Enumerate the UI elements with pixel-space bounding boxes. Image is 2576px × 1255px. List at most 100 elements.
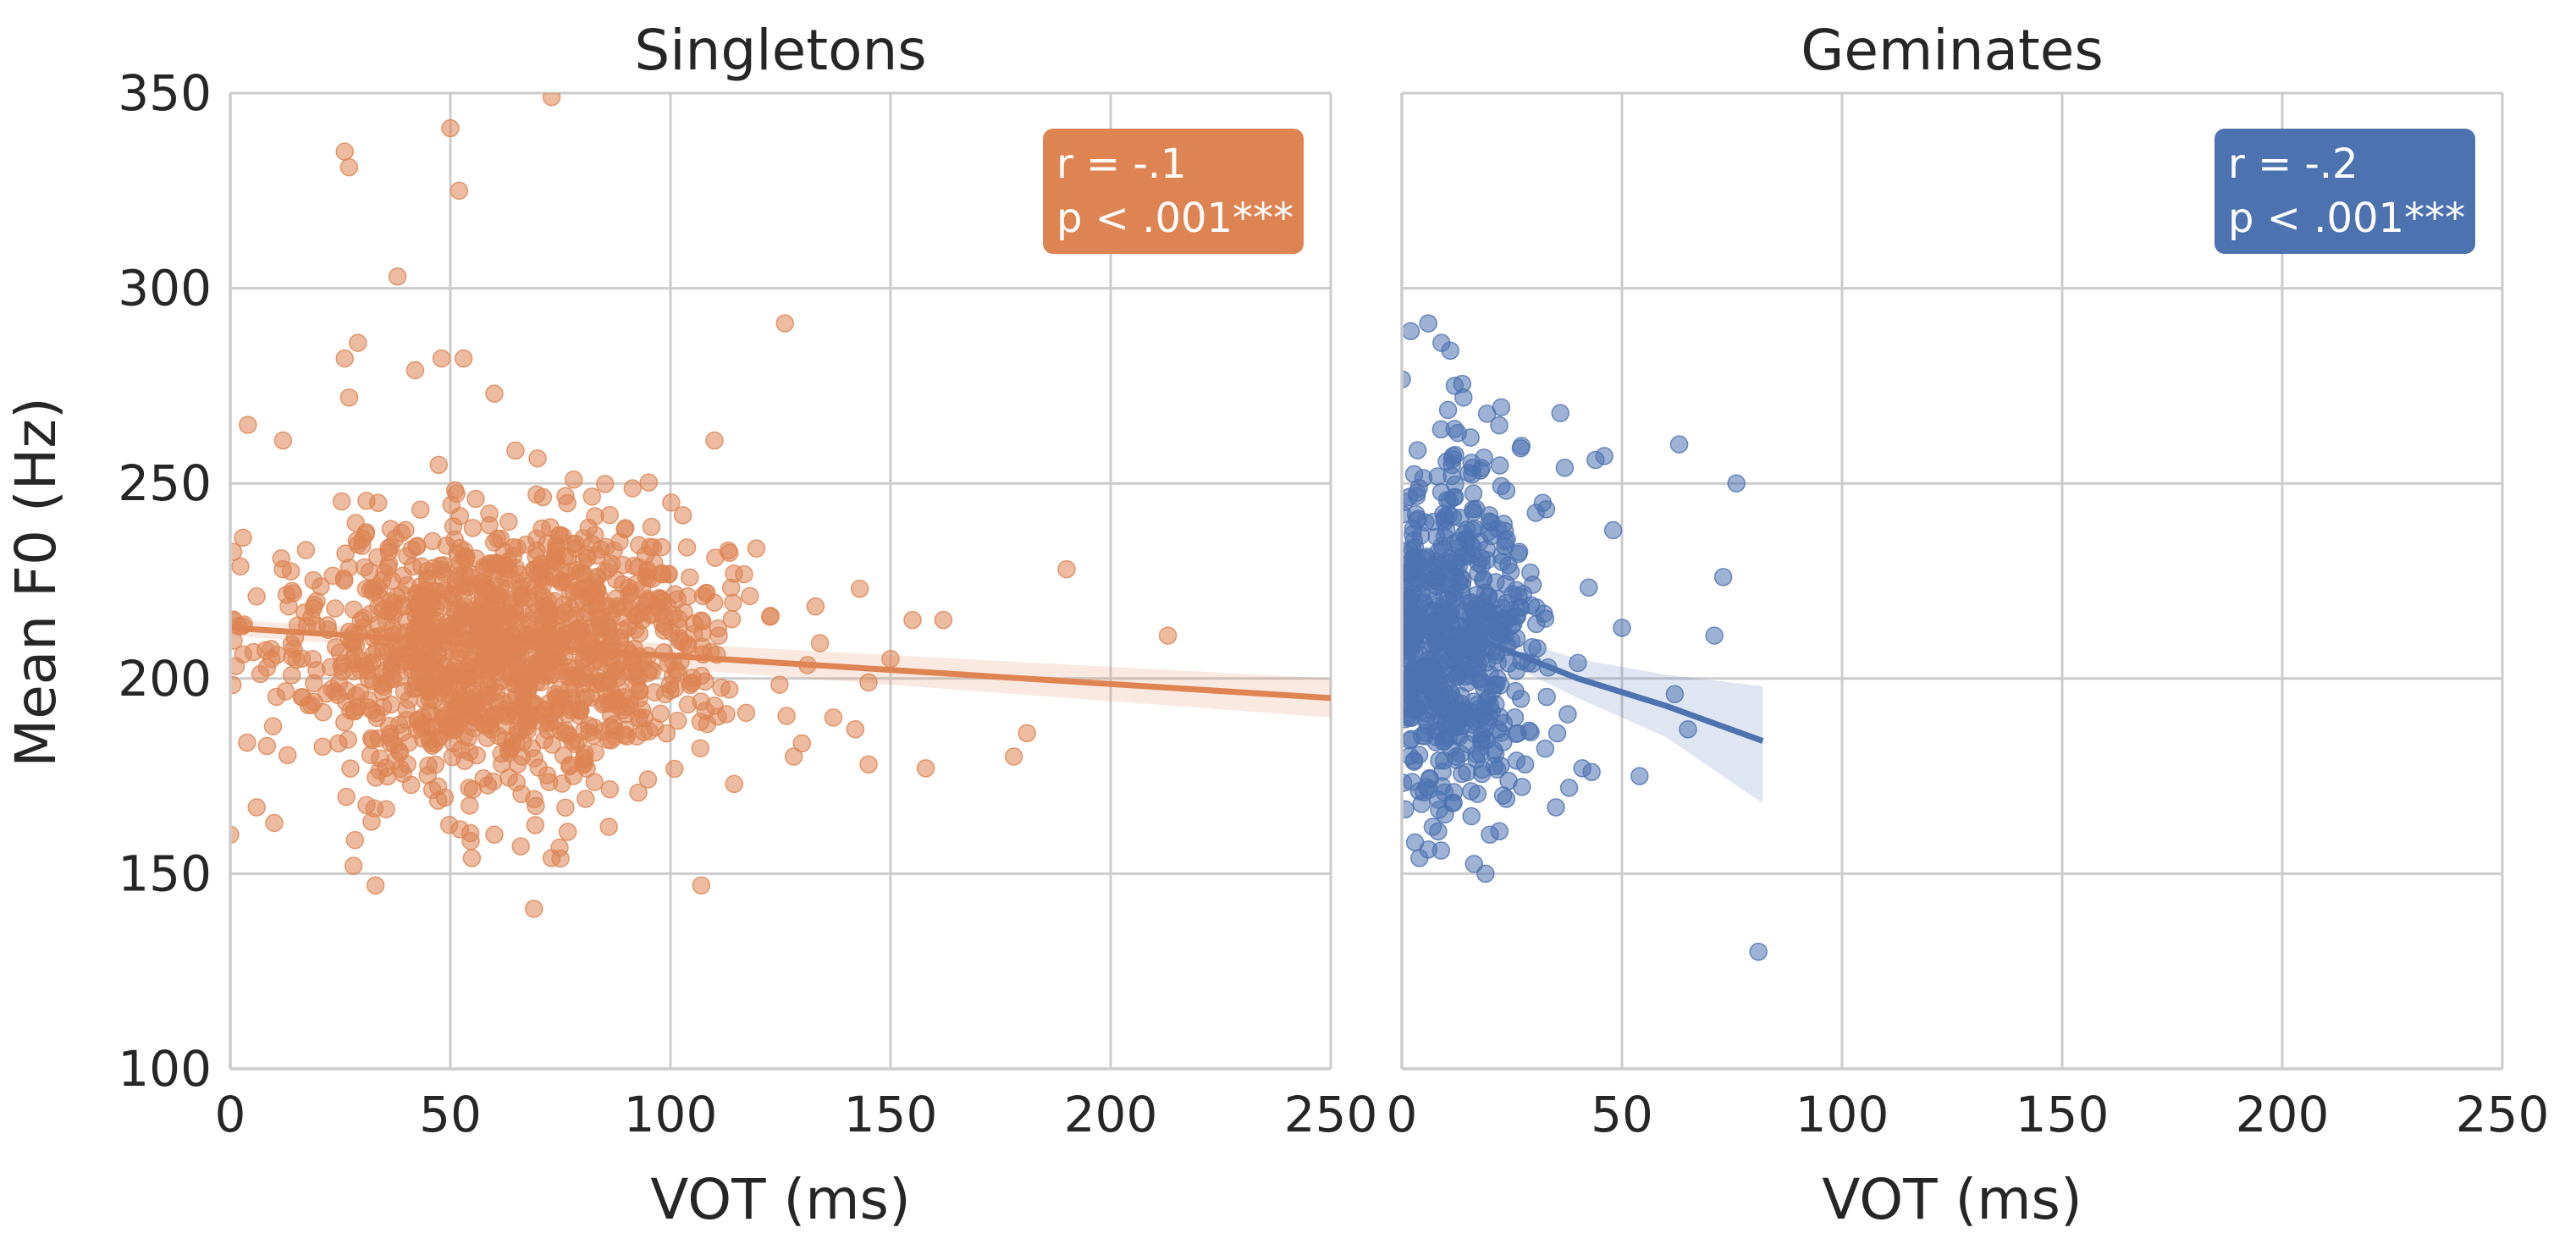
data-point [1442, 684, 1460, 702]
data-point [273, 559, 292, 579]
data-point [846, 720, 865, 739]
data-point [335, 349, 354, 368]
data-point [1669, 435, 1689, 454]
data-point [1429, 641, 1448, 660]
data-point [296, 541, 316, 559]
data-point [1580, 578, 1598, 597]
data-point [367, 704, 386, 723]
data-point [533, 713, 552, 732]
data-point [1511, 438, 1531, 458]
data-point [1559, 779, 1579, 797]
data-point [1453, 707, 1472, 727]
data-point [824, 708, 843, 727]
stats-box [2215, 129, 2475, 254]
data-point [428, 777, 448, 796]
data-point [747, 539, 766, 558]
data-point [307, 592, 326, 611]
data-point [576, 790, 595, 808]
data-point [1454, 388, 1473, 407]
data-point [485, 384, 504, 403]
data-point [461, 796, 479, 815]
data-point [1430, 674, 1448, 693]
data-point [278, 746, 297, 765]
data-point [438, 715, 457, 735]
data-point [1453, 602, 1472, 620]
data-point [1705, 626, 1724, 645]
data-point [705, 431, 724, 450]
data-point [558, 823, 577, 841]
data-point [238, 733, 256, 752]
data-point [367, 768, 385, 787]
tick-labels: 0 50 100 150 200 250 [1387, 1086, 2550, 1143]
data-point [251, 664, 270, 684]
data-point [600, 779, 620, 799]
data-point [480, 515, 499, 535]
data-point [304, 570, 323, 590]
data-point [1521, 596, 1541, 615]
data-point [717, 705, 736, 724]
data-point [525, 900, 543, 918]
data-point [504, 538, 523, 557]
data-point [349, 333, 367, 352]
data-point [239, 416, 257, 434]
data-point [655, 685, 675, 704]
data-point [463, 519, 483, 537]
data-point [678, 636, 698, 654]
data-point [518, 721, 538, 740]
data-point [709, 626, 728, 645]
data-point [391, 759, 410, 779]
data-point [673, 506, 692, 525]
data-point [1407, 511, 1426, 530]
data-point [1407, 487, 1426, 505]
data-point [1404, 628, 1423, 647]
data-point [552, 662, 571, 681]
data-point [1447, 747, 1465, 766]
data-point [693, 624, 712, 642]
y-axis-label: Mean F0 (Hz) [3, 397, 69, 768]
data-point [675, 603, 693, 622]
data-point [850, 579, 869, 598]
data-point [1004, 747, 1023, 766]
data-point [553, 774, 571, 793]
data-point [461, 823, 480, 843]
data-point [369, 493, 388, 513]
data-point [784, 747, 803, 766]
data-point [692, 666, 711, 685]
data-point [720, 680, 739, 699]
data-point [903, 610, 922, 630]
data-point [388, 267, 407, 286]
data-point [498, 707, 516, 726]
data-point [1402, 729, 1421, 748]
y-tick-label: 350 [118, 64, 212, 122]
data-point [536, 666, 555, 685]
data-point [368, 548, 387, 567]
data-point [1569, 653, 1587, 673]
data-point [560, 599, 580, 618]
data-point [1423, 817, 1442, 836]
data-point [584, 726, 603, 746]
data-point [527, 485, 546, 504]
data-point [1665, 685, 1685, 703]
data-point [538, 598, 557, 617]
data-point [725, 774, 744, 794]
data-point [1533, 493, 1553, 513]
data-point [696, 702, 714, 720]
data-point [366, 876, 385, 894]
data-point [579, 518, 598, 537]
data-point [585, 773, 604, 791]
data-point [303, 649, 323, 669]
data-point [806, 597, 825, 616]
p-value-text: p < .001*** [1056, 195, 1294, 242]
tick-labels: 0 50 100 150 200 250 100 150 200 250 300 350 [118, 64, 1377, 1143]
data-point [1474, 678, 1493, 697]
data-point [1547, 798, 1565, 817]
x-axis-label: VOT (ms) [1822, 1167, 2082, 1232]
data-point [474, 768, 493, 788]
data-point [1430, 751, 1448, 770]
data-point [570, 706, 589, 725]
data-point [1477, 540, 1496, 559]
data-point [736, 703, 756, 723]
data-point [505, 599, 525, 618]
x-tick-label: 50 [419, 1086, 482, 1143]
data-point [792, 734, 812, 753]
